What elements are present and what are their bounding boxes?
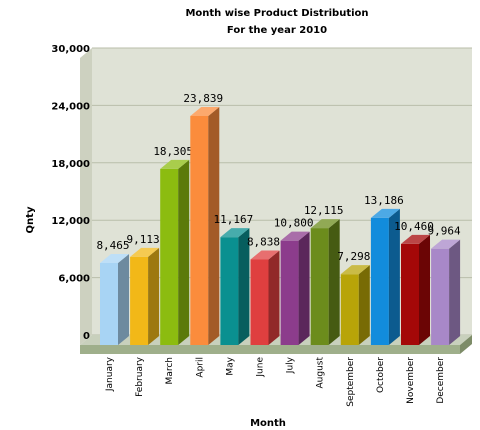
bar-top [310,219,340,229]
bar-side [358,265,370,345]
bar-front [401,243,419,345]
x-tick-label: May [225,356,235,375]
bar-march [160,159,190,345]
bar-side [238,228,250,345]
bar-side [208,106,220,345]
bar-front [130,256,149,345]
x-tick-label: November [406,357,416,404]
bar-top [250,250,280,260]
bar-top [220,228,250,238]
data-label: 9,113 [127,233,160,246]
y-tick-label: 18,000 [51,159,90,170]
bar-may [220,228,250,345]
x-axis-ticks: January February March April May June July Augu… [105,356,446,406]
data-label: 8,838 [247,235,280,248]
y-axis-title: Qnty [25,206,36,233]
y-tick-label: 6,000 [58,274,90,285]
y-tick-label: 12,000 [51,216,90,227]
data-label: 13,186 [364,194,404,207]
x-tick-label: February [135,356,145,397]
bar-top [190,106,220,116]
x-tick-label: January [105,356,115,392]
data-label: 12,115 [304,204,344,217]
bar-front [160,168,179,345]
y-axis-ticks: 0 6,000 12,000 18,000 24,000 30,000 [51,44,90,342]
bar-side [449,239,461,345]
x-tick-label: March [165,357,175,384]
bar-top [280,231,310,241]
bar-november [401,234,430,345]
data-label: 8,465 [96,239,129,252]
data-label: 11,167 [214,213,254,226]
bar-front [370,217,389,345]
bar-august [310,219,340,345]
bar-september [340,265,370,345]
x-tick-label: August [316,357,326,389]
y-tick-label: 24,000 [51,101,90,112]
bar-top [370,208,400,218]
bar-top [160,159,190,169]
bar-april [190,106,220,345]
data-label: 10,800 [274,217,314,230]
bar-top [340,265,370,275]
bar-february [130,247,160,345]
bar-front [280,240,299,345]
bar-side [178,159,190,345]
bar-top [130,247,160,257]
bar-december [431,239,461,345]
x-tick-label: October [376,357,386,393]
bars: 8,4659,11318,30523,83911,1678,83810,8001… [96,92,461,345]
plot-floor-front [80,345,460,354]
bar-top [431,239,461,249]
bar-side [298,231,310,345]
data-label: 18,305 [153,145,193,158]
plot-floor-side [460,335,472,354]
bar-side [268,250,280,345]
bar-front [250,259,269,345]
bar-front [190,115,209,345]
bar-front [431,248,450,345]
data-label: 7,298 [337,250,370,263]
chart-subtitle: For the year 2010 [227,25,327,36]
bar-front [310,228,329,345]
bar-side [419,234,430,345]
data-label: 23,839 [183,92,223,105]
bar-front [340,274,359,345]
bar-side [118,254,129,345]
bar-june [250,250,280,345]
bar-side [388,208,400,345]
bar-top [100,254,129,264]
y-tick-label: 0 [83,331,90,342]
bar-side [328,219,340,345]
data-label: 9,964 [428,225,461,238]
x-tick-label: June [256,357,266,378]
bar-side [148,247,160,345]
y-tick-label: 30,000 [51,44,90,55]
bar-front [220,237,239,345]
data-label: 10,460 [394,220,434,233]
bar-july [280,231,310,345]
bar-october [370,208,400,345]
bar-front [100,263,118,345]
bar-january [100,254,129,345]
x-tick-label: July [286,356,296,374]
x-tick-label: September [346,357,356,407]
x-axis-title: Month [250,418,286,429]
x-tick-label: April [195,357,205,378]
x-tick-label: December [436,357,446,404]
plot-side-wall [80,48,92,345]
chart-title: Month wise Product Distribution [185,8,368,19]
bar-top [401,234,430,244]
